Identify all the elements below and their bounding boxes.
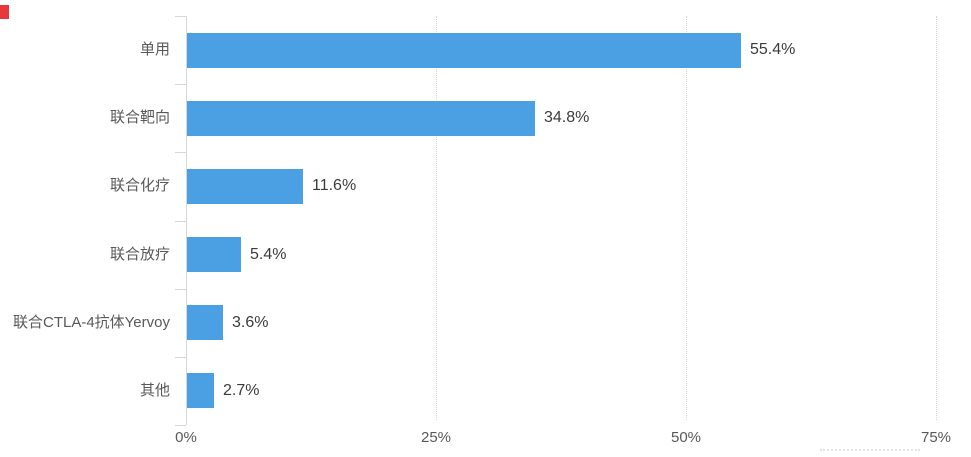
category-label-1: 联合靶向 — [109, 109, 170, 126]
category-label-4: 联合CTLA-4抗体Yervoy — [13, 314, 170, 331]
bar-3 — [187, 237, 241, 272]
axis-tick-mark — [175, 221, 186, 222]
value-label-5: 2.7% — [223, 382, 260, 399]
bar-1 — [187, 101, 535, 136]
value-label-2: 11.6% — [312, 177, 357, 194]
axis-tick-mark — [175, 16, 186, 17]
category-label-2: 联合化疗 — [109, 177, 170, 194]
bar-2 — [187, 169, 303, 204]
bar-0 — [187, 33, 741, 68]
axis-tick-mark — [175, 152, 186, 153]
axis-tick-mark — [175, 357, 186, 358]
gridline-50 — [686, 16, 687, 420]
axis-tick-mark — [175, 84, 186, 85]
gridline-75 — [936, 16, 937, 420]
x-axis-label-25%: 25% — [420, 429, 452, 446]
gridline-25 — [436, 16, 437, 420]
x-axis-label-50%: 50% — [670, 429, 702, 446]
category-label-0: 单用 — [139, 41, 170, 58]
category-label-5: 其他 — [139, 382, 170, 399]
value-label-0: 55.4% — [750, 41, 796, 58]
bar-5 — [187, 373, 214, 408]
axis-tick-mark — [175, 425, 186, 426]
axis-tick-mark — [175, 289, 186, 290]
value-label-1: 34.8% — [544, 109, 590, 126]
red-edge-marker — [0, 5, 9, 19]
category-label-3: 联合放疗 — [109, 246, 170, 263]
value-label-4: 3.6% — [232, 314, 269, 331]
category-axis-line — [186, 16, 187, 425]
x-axis-label-0%: 0% — [175, 429, 197, 446]
value-label-3: 5.4% — [250, 246, 287, 263]
bar-4 — [187, 305, 223, 340]
x-axis-label-75%: 75% — [920, 429, 952, 446]
dotted-artifact-line — [820, 449, 920, 451]
